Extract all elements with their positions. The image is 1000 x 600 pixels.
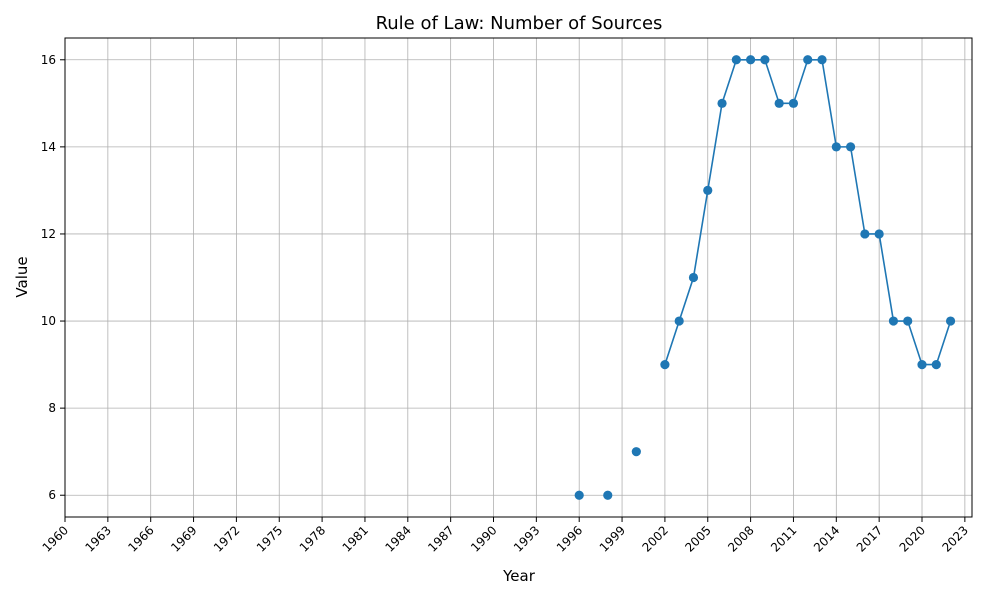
- grid: [64, 38, 972, 517]
- data-point: [574, 490, 584, 500]
- data-point: [731, 55, 741, 65]
- data-point: [717, 98, 727, 108]
- x-tick-label: 2017: [854, 523, 885, 554]
- x-tick-label: 1996: [554, 523, 585, 554]
- data-point: [817, 55, 827, 65]
- data-point: [631, 447, 641, 457]
- data-point: [760, 55, 770, 65]
- x-tick-label: 1972: [211, 523, 242, 554]
- x-tick-label: 2023: [939, 523, 970, 554]
- x-tick-label: 2008: [725, 523, 756, 554]
- y-axis-label: Value: [13, 256, 31, 297]
- data-point: [888, 316, 899, 326]
- data-point: [660, 359, 670, 370]
- x-tick-label: 1981: [340, 523, 371, 554]
- data-point: [803, 55, 813, 65]
- x-tick-label: 2020: [897, 523, 928, 554]
- x-tick-label: 1963: [82, 523, 113, 554]
- x-tick-label: 1975: [254, 523, 285, 554]
- data-point: [774, 98, 784, 108]
- y-tick-label: 16: [41, 53, 56, 67]
- x-tick-label: 1993: [511, 523, 542, 554]
- data-point: [903, 316, 913, 326]
- chart-title: Rule of Law: Number of Sources: [376, 13, 663, 34]
- x-tick-label: 2005: [682, 523, 713, 554]
- plot-frame: [64, 37, 973, 518]
- data-point: [746, 55, 756, 65]
- y-tick-label: 6: [48, 488, 56, 502]
- data-point: [874, 229, 884, 239]
- data-point: [860, 229, 870, 239]
- x-tick-label: 1969: [168, 523, 199, 554]
- x-tick-label: 2014: [811, 523, 842, 554]
- data-point: [703, 185, 713, 196]
- data-point: [917, 359, 927, 370]
- x-tick-label: 2002: [640, 523, 671, 554]
- x-tick-label: 1990: [468, 523, 499, 554]
- x-tick-label: 1999: [597, 523, 628, 554]
- data-point: [831, 142, 841, 152]
- axes-frame: [64, 37, 973, 518]
- y-axis-ticks: 6 8 10 12 14 16: [41, 53, 65, 502]
- data-point: [931, 359, 941, 370]
- x-tick-label: 1960: [40, 523, 71, 554]
- data-point: [674, 316, 684, 326]
- data-point: [603, 490, 613, 500]
- y-tick-label: 8: [48, 401, 56, 415]
- y-tick-label: 14: [41, 140, 56, 154]
- data-point: [845, 142, 856, 152]
- data-point: [688, 272, 699, 283]
- x-axis-ticks: 1960 1963 1966 1969 1972 1975 1978 1981 1984 1987…: [40, 517, 971, 555]
- x-tick-label: 1978: [297, 523, 328, 554]
- x-tick-label: 1987: [425, 523, 456, 554]
- x-tick-label: 1984: [382, 523, 413, 554]
- x-tick-label: 2011: [768, 523, 799, 554]
- series-layer: [574, 55, 956, 500]
- y-tick-label: 12: [41, 227, 56, 241]
- x-axis-label: Year: [502, 567, 536, 585]
- data-point: [945, 316, 956, 326]
- y-tick-label: 10: [41, 314, 56, 328]
- x-tick-label: 1966: [125, 523, 156, 554]
- data-point: [788, 98, 799, 108]
